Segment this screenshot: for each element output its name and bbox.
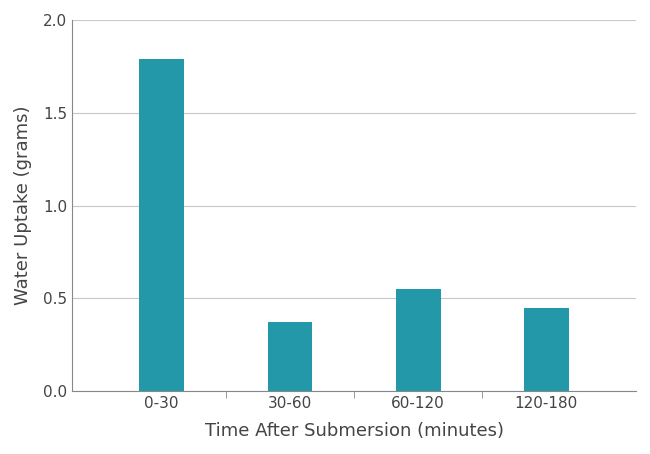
Bar: [524, 308, 569, 391]
Bar: [139, 59, 184, 391]
X-axis label: Time After Submersion (minutes): Time After Submersion (minutes): [205, 422, 504, 440]
Y-axis label: Water Uptake (grams): Water Uptake (grams): [14, 106, 32, 305]
Bar: [396, 289, 441, 391]
Bar: [268, 322, 313, 391]
